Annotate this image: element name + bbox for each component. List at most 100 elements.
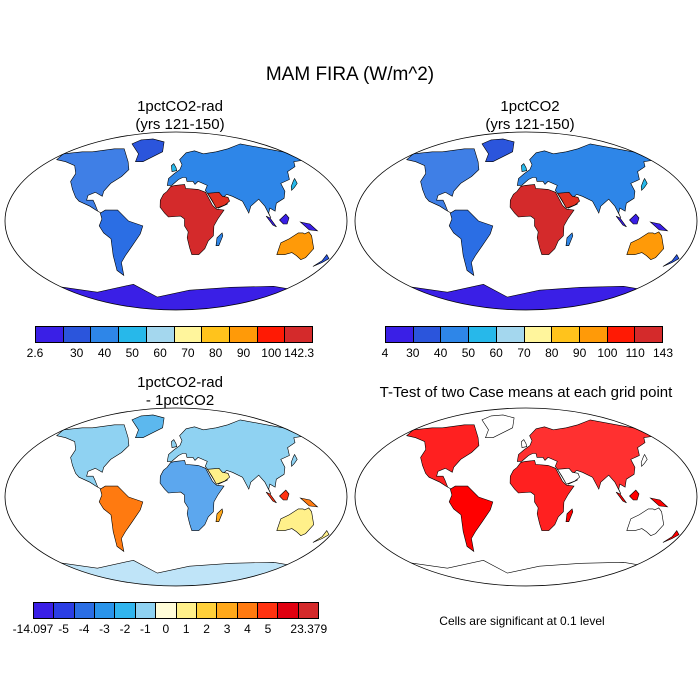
- colorbar-bl: [33, 602, 319, 619]
- land-europe_asia: [166, 419, 307, 495]
- land-uk: [521, 163, 528, 172]
- figure-title: MAM FIRA (W/m^2): [265, 64, 435, 85]
- colorbar-bl-swatch: [115, 603, 136, 618]
- colorbar-tr: [385, 326, 663, 343]
- colorbar-tl-tick-label: 100: [261, 346, 282, 360]
- land-japan: [640, 177, 648, 191]
- colorbar-tr-swatch: [607, 327, 636, 342]
- panel-title-bl-line1: 1pctCO2-rad: [137, 374, 223, 391]
- colorbar-tl-swatch: [229, 327, 258, 342]
- land-borneo: [279, 213, 290, 225]
- colorbar-bl-swatch: [196, 603, 218, 618]
- land-australia: [276, 231, 315, 260]
- colorbar-bl-swatch: [156, 603, 177, 618]
- land-africa: [159, 460, 225, 531]
- colorbar-tl-swatch: [91, 327, 120, 342]
- colorbar-tr-tick-label: 60: [489, 346, 503, 360]
- panel-title-tr: 1pctCO2 (yrs 121-150): [398, 98, 662, 134]
- land-samerica: [448, 485, 494, 553]
- land-uk: [521, 439, 528, 448]
- land-namerica: [56, 424, 130, 490]
- colorbar-tl: [35, 326, 313, 343]
- colorbar-bl-tick-label: 1: [182, 622, 190, 636]
- land-sumatra: [265, 491, 277, 504]
- colorbar-tl-swatch: [285, 327, 313, 342]
- land-newzealand: [312, 254, 330, 267]
- land-namerica: [406, 148, 480, 214]
- colorbar-bl-tick-label: -3: [99, 622, 110, 636]
- panel-title-tr-line2: (yrs 121-150): [485, 116, 575, 133]
- colorbar-bl-tick-label: -5: [58, 622, 69, 636]
- panel-title-tl: 1pctCO2-rad (yrs 121-150): [48, 98, 312, 134]
- colorbar-bl-swatch: [217, 603, 238, 618]
- land-japan: [640, 453, 648, 467]
- land-uk: [171, 439, 178, 448]
- land-africa: [509, 184, 575, 255]
- colorbar-tl-swatch: [36, 327, 64, 342]
- colorbar-tr-swatch: [635, 327, 663, 342]
- map-frame: [4, 131, 348, 311]
- land-sumatra: [615, 491, 627, 504]
- colorbar-tr-swatch: [441, 327, 470, 342]
- colorbar-bl-tick-label: 5: [264, 622, 272, 636]
- colorbar-bl-swatch: [74, 603, 96, 618]
- colorbar-bl-swatch: [95, 603, 116, 618]
- land-newzealand: [662, 530, 680, 543]
- colorbar-tl-swatch: [202, 327, 230, 342]
- land-samerica: [98, 485, 144, 553]
- land-samerica: [448, 209, 494, 277]
- land-japan: [290, 177, 298, 191]
- colorbar-bl-tick-label: 23.379: [290, 622, 328, 636]
- colorbar-tl-tick-label: 142.3: [284, 346, 315, 360]
- colorbar-tl-tick-label: 60: [153, 346, 167, 360]
- colorbar-tl-tick-label: 80: [209, 346, 223, 360]
- colorbar-tr-tick-label: 80: [545, 346, 559, 360]
- land-borneo: [629, 213, 640, 225]
- land-arabia: [556, 191, 580, 209]
- colorbar-tr-swatch: [579, 327, 608, 342]
- colorbar-tr-tick-label: 40: [433, 346, 448, 360]
- land-madagascar: [565, 508, 574, 522]
- colorbar-bl-swatch: [135, 603, 157, 618]
- land-greenland: [131, 414, 165, 438]
- colorbar-bl-tick-label: -14.097: [12, 622, 54, 636]
- colorbar-bl-tick-label: 0: [162, 622, 170, 636]
- panel-title-bl-line2: - 1pctCO2: [145, 392, 215, 409]
- colorbar-tr-tick-label: 50: [461, 346, 476, 360]
- colorbar-tr-swatch: [386, 327, 414, 342]
- colorbar-bl-swatch: [237, 603, 258, 618]
- colorbar-bl-tick-label: -1: [140, 622, 151, 636]
- map-frame: [354, 407, 698, 587]
- land-samerica: [98, 209, 144, 277]
- colorbar-tl-swatch: [257, 327, 286, 342]
- colorbar-tl-tick-label: 50: [125, 346, 139, 360]
- land-europe_asia: [516, 419, 657, 495]
- colorbar-tl-swatch: [119, 327, 147, 342]
- panel-title-br-line1: T-Test of two Case means at each grid po…: [379, 384, 673, 401]
- colorbar-tl-tick-label: 90: [236, 346, 251, 360]
- colorbar-bl-swatch: [54, 603, 75, 618]
- land-borneo: [629, 489, 640, 501]
- colorbar-tl-tick-label: 2.6: [26, 346, 44, 360]
- land-greenland: [131, 138, 165, 162]
- colorbar-bl-swatch: [257, 603, 279, 618]
- panel-title-tr-line1: 1pctCO2: [500, 98, 560, 115]
- colorbar-tr-swatch: [552, 327, 580, 342]
- colorbar-tr-tick-label: 4: [381, 346, 389, 360]
- colorbar-bl-tick-label: 3: [223, 622, 231, 636]
- panel-title-bl: 1pctCO2-rad - 1pctCO2: [48, 374, 312, 410]
- land-greenland: [481, 138, 515, 162]
- land-africa: [159, 184, 225, 255]
- colorbar-tr-swatch: [413, 327, 442, 342]
- panel-title-tl-line1: 1pctCO2-rad: [137, 98, 223, 115]
- colorbar-bl-swatch: [34, 603, 55, 618]
- colorbar-tl-swatch: [63, 327, 92, 342]
- colorbar-tr-swatch: [496, 327, 525, 342]
- land-uk: [171, 163, 178, 172]
- significance-note: Cells are significant at 0.1 level: [439, 614, 605, 628]
- land-arabia: [206, 191, 230, 209]
- land-newguinea: [299, 221, 319, 232]
